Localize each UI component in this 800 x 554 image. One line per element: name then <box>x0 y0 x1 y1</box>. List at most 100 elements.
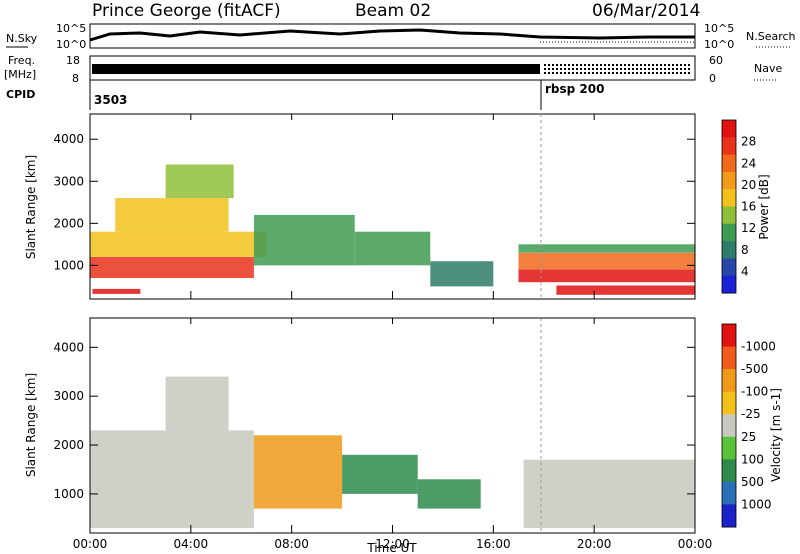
beam-title: Beam 02 <box>355 1 431 21</box>
colorbar-tick-1-3: 25 <box>741 430 756 444</box>
colorbar-tick-0-5: 24 <box>741 156 756 170</box>
nave-trace <box>542 64 692 74</box>
velocity-echo-region-0 <box>90 430 254 529</box>
power-panel: 1000 2000 3000 4000 Slant Range [km] 4 8 12 16… <box>24 113 771 300</box>
power-echo-region-2 <box>90 231 267 257</box>
power-echo-region-1 <box>90 257 254 278</box>
power-colorbar-label: Power [dB] <box>757 174 771 239</box>
noise-tick-bottom-right: 10^0 <box>704 38 734 51</box>
colorbar-swatch-0-6 <box>722 223 736 242</box>
nave-label: Nave <box>754 62 782 75</box>
colorbar-swatch-1-8 <box>722 504 736 528</box>
power-echo-region-8 <box>518 244 695 253</box>
x-tick-label-0: 00:00 <box>73 537 108 551</box>
colorbar-swatch-1-7 <box>722 481 736 505</box>
velocity-y-label: Slant Range [km] <box>24 373 38 477</box>
colorbar-swatch-0-7 <box>722 241 736 259</box>
nave-tick-bottom: 0 <box>709 72 716 85</box>
y-tick-label-0-3: 4000 <box>53 132 84 146</box>
power-echo-region-0 <box>92 288 141 294</box>
y-tick-label-0-2: 3000 <box>53 174 84 188</box>
power-echo-region-4 <box>165 164 234 199</box>
colorbar-swatch-0-8 <box>722 258 736 277</box>
noise-tick-top-right: 10^5 <box>704 22 734 35</box>
power-echo-region-9 <box>518 252 695 270</box>
freq-tick-bottom: 8 <box>72 72 79 85</box>
colorbar-swatch-1-2 <box>722 369 736 393</box>
colorbar-tick-0-4: 20 <box>741 178 756 192</box>
colorbar-swatch-0-5 <box>722 206 736 225</box>
frequency-panel: Freq. [MHz] 18 8 60 0 Nave <box>4 54 782 85</box>
power-echo-region-11 <box>556 285 695 295</box>
colorbar-tick-1-0: 1000 <box>741 497 772 511</box>
colorbar-swatch-0-1 <box>722 137 736 156</box>
colorbar-swatch-0-3 <box>722 171 736 190</box>
colorbar-swatch-0-4 <box>722 189 736 207</box>
colorbar-swatch-1-6 <box>722 459 736 483</box>
x-tick-label-4: 16:00 <box>476 537 511 551</box>
y-tick-label-0-0: 1000 <box>53 258 84 272</box>
velocity-echo-region-2 <box>253 435 343 509</box>
power-echo-region-6 <box>354 231 431 266</box>
colorbar-tick-0-2: 12 <box>741 221 756 235</box>
cpid-value-2: rbsp 200 <box>545 82 604 96</box>
date-title: 06/Mar/2014 <box>592 1 700 21</box>
colorbar-swatch-1-4 <box>722 414 736 438</box>
colorbar-swatch-0-0 <box>722 120 736 138</box>
n-search-label: N.Search <box>746 30 796 43</box>
power-echo-region-5 <box>253 214 355 266</box>
freq-tick-top: 18 <box>66 54 80 67</box>
x-tick-label-5: 20:00 <box>577 537 612 551</box>
freq-label-2: [MHz] <box>4 68 36 81</box>
velocity-echo-region-4 <box>417 479 481 509</box>
n-sky-label: N.Sky <box>6 32 38 45</box>
cpid-label: CPID <box>6 88 35 101</box>
n-sky-trace <box>89 28 695 42</box>
power-echo-region-10 <box>518 269 695 283</box>
colorbar-tick-0-0: 4 <box>741 264 749 278</box>
noise-tick-top-left: 10^5 <box>56 22 86 35</box>
velocity-echo-region-3 <box>342 454 418 494</box>
station-title: Prince George (fitACF) <box>92 1 281 21</box>
y-tick-label-1-3: 4000 <box>53 340 84 354</box>
colorbar-tick-1-2: 100 <box>741 452 764 466</box>
power-echo-region-7 <box>430 261 494 287</box>
power-colorbar: 4 8 12 16 20 24 28 <box>721 119 756 294</box>
colorbar-swatch-0-9 <box>722 275 736 294</box>
y-tick-label-1-1: 2000 <box>53 438 84 452</box>
colorbar-tick-1-4: -25 <box>741 407 761 421</box>
nave-tick-top: 60 <box>709 54 723 67</box>
y-tick-label-0-1: 2000 <box>53 216 84 230</box>
velocity-echo-region-5 <box>523 459 695 529</box>
noise-tick-bottom-left: 10^0 <box>56 38 86 51</box>
y-tick-label-1-0: 1000 <box>53 487 84 501</box>
velocity-echo-region-1 <box>165 376 229 431</box>
colorbar-swatch-0-2 <box>722 154 736 173</box>
velocity-panel: 1000 2000 3000 4000 Slant Range [km] 1000 50… <box>24 317 783 534</box>
colorbar-tick-0-6: 28 <box>741 135 756 149</box>
cpid-value-1: 3503 <box>94 93 127 107</box>
velocity-colorbar-label: Velocity [m s-1] <box>769 388 783 482</box>
freq-label-1: Freq. <box>8 54 35 67</box>
colorbar-tick-1-7: -1000 <box>741 340 776 354</box>
colorbar-swatch-1-3 <box>722 391 736 415</box>
colorbar-tick-1-6: -500 <box>741 362 768 376</box>
x-tick-label-3: 12:00 <box>375 537 410 551</box>
velocity-data <box>90 376 695 529</box>
power-echo-region-3 <box>115 198 229 232</box>
power-data <box>90 164 695 295</box>
colorbar-tick-0-3: 16 <box>741 200 756 214</box>
noise-panel: N.Sky 10^5 10^0 10^5 10^0 N.Search <box>6 22 796 51</box>
y-tick-label-1-2: 3000 <box>53 389 84 403</box>
colorbar-tick-1-5: -100 <box>741 385 768 399</box>
colorbar-tick-0-1: 8 <box>741 243 749 257</box>
power-y-label: Slant Range [km] <box>24 155 38 259</box>
x-axis-label: Time UT <box>366 541 417 554</box>
x-tick-label-6: 00:00 <box>678 537 713 551</box>
colorbar-swatch-1-5 <box>722 436 736 460</box>
colorbar-swatch-1-1 <box>722 346 736 370</box>
frequency-trace <box>92 64 540 74</box>
cpid-panel: CPID 3503 rbsp 200 <box>6 80 604 110</box>
colorbar-tick-1-1: 500 <box>741 475 764 489</box>
